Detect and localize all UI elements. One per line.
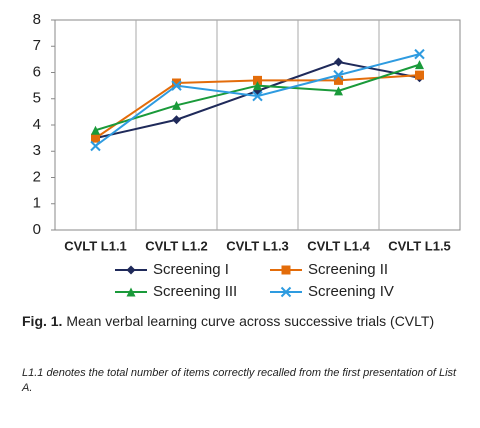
caption-text: Mean verbal learning curve across succes…: [66, 313, 435, 329]
marker: [252, 90, 263, 102]
marker: [172, 78, 181, 88]
marker: [334, 86, 343, 96]
y-tick-label: 2: [33, 168, 41, 185]
legend-label: Screening IV: [308, 283, 394, 300]
marker: [172, 115, 181, 125]
y-tick-label: 7: [33, 37, 41, 54]
marker: [414, 48, 425, 60]
caption-note: L1.1 denotes the total number of items c…: [22, 367, 457, 394]
y-tick-label: 0: [33, 221, 41, 238]
legend-label: Screening II: [308, 261, 388, 278]
marker: [334, 75, 343, 85]
x-tick-label: CVLT L1.3: [226, 238, 289, 253]
marker: [281, 265, 291, 275]
chart: 0 1 2 3 4 5 6 7 8 CVLT L1.1 CVLT L1.2 CVLT L1.3 CVLT…: [33, 11, 461, 300]
x-tick-label: CVLT L1.5: [388, 238, 451, 253]
y-tick-label: 8: [33, 11, 41, 28]
marker: [415, 60, 424, 70]
marker: [171, 80, 182, 91]
y-tick-label: 4: [33, 116, 41, 133]
caption-label: Fig. 1.: [22, 313, 63, 329]
legend-label: Screening I: [153, 261, 229, 278]
marker: [333, 69, 344, 81]
legend-label: Screening III: [153, 283, 237, 300]
y-tick-label: 3: [33, 142, 41, 159]
marker: [91, 133, 100, 143]
y-tick-label: 6: [33, 63, 41, 80]
y-tick-label: 5: [33, 90, 41, 107]
y-tick-label: 1: [33, 195, 41, 212]
marker: [91, 125, 100, 135]
x-tick-label: CVLT L1.2: [145, 238, 208, 253]
marker: [172, 100, 181, 110]
marker: [253, 75, 262, 85]
marker: [253, 81, 262, 91]
marker: [415, 70, 424, 80]
series-line: [95, 60, 420, 140]
caption: Fig. 1. Mean verbal learning curve acros…: [22, 312, 462, 330]
x-tick-label: CVLT L1.1: [64, 238, 127, 253]
x-tick-label: CVLT L1.4: [307, 238, 370, 253]
marker: [280, 286, 292, 298]
marker: [334, 57, 343, 67]
marker: [90, 140, 101, 152]
marker: [126, 287, 136, 297]
marker: [126, 265, 136, 275]
